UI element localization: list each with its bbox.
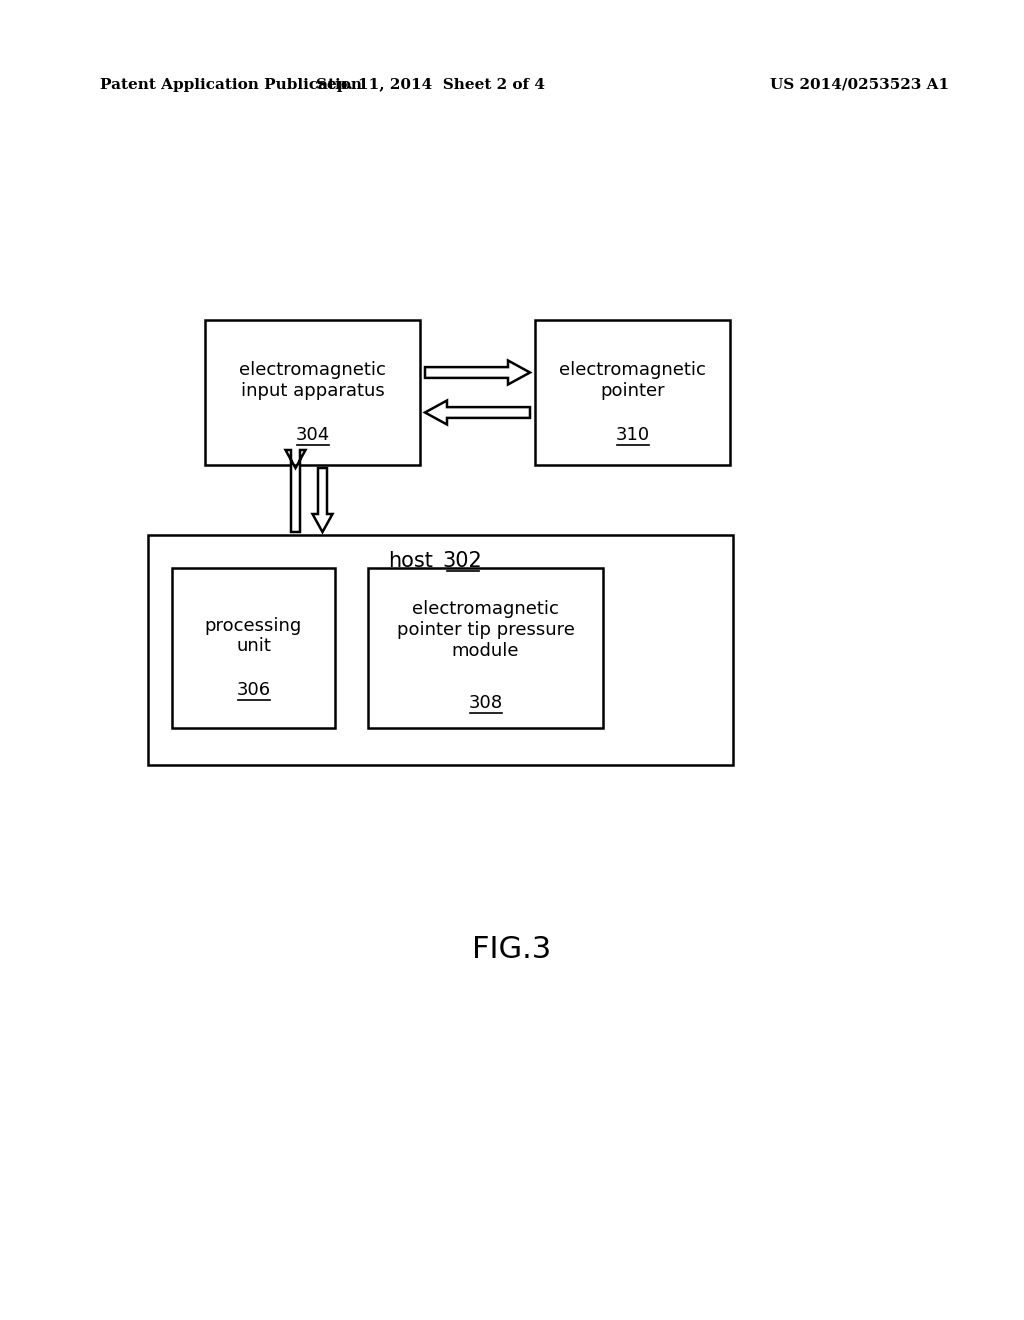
Polygon shape: [425, 360, 530, 384]
Text: electromagnetic
pointer tip pressure
module: electromagnetic pointer tip pressure mod…: [396, 601, 574, 660]
Text: 304: 304: [295, 425, 330, 444]
Text: US 2014/0253523 A1: US 2014/0253523 A1: [770, 78, 949, 92]
Bar: [368, 568, 603, 729]
Text: electromagnetic
pointer: electromagnetic pointer: [559, 362, 706, 400]
Bar: [148, 535, 733, 766]
Text: host: host: [388, 550, 432, 572]
Bar: [205, 319, 420, 465]
Text: 306: 306: [237, 681, 270, 700]
Polygon shape: [286, 450, 305, 532]
Text: 302: 302: [442, 550, 482, 572]
Polygon shape: [425, 400, 530, 425]
Text: processing
unit: processing unit: [205, 616, 302, 656]
Text: electromagnetic
input apparatus: electromagnetic input apparatus: [239, 362, 386, 400]
Text: 308: 308: [468, 694, 503, 711]
Polygon shape: [312, 469, 333, 532]
Bar: [535, 319, 730, 465]
Text: Sep. 11, 2014  Sheet 2 of 4: Sep. 11, 2014 Sheet 2 of 4: [315, 78, 545, 92]
Bar: [172, 568, 335, 729]
Text: Patent Application Publication: Patent Application Publication: [100, 78, 362, 92]
Text: 310: 310: [615, 425, 649, 444]
Text: FIG.3: FIG.3: [472, 936, 552, 965]
